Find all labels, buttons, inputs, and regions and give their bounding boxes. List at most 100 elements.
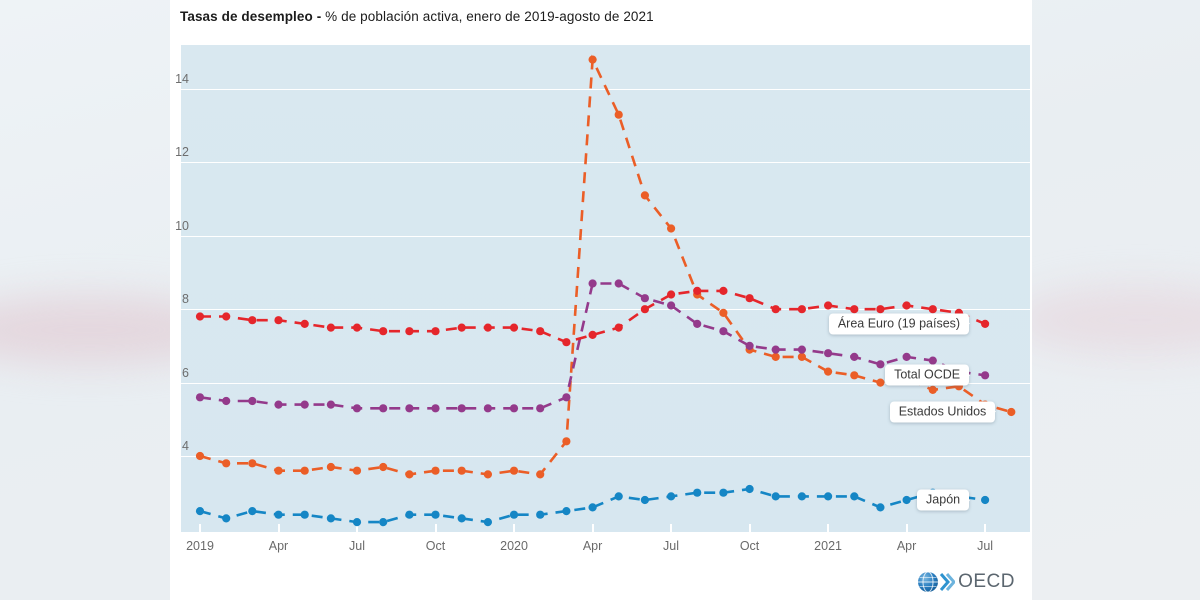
data-point [222,514,231,523]
data-point [248,459,257,468]
data-point [509,323,519,332]
x-axis-tick [827,524,830,532]
data-point [588,503,597,512]
data-point [379,327,388,336]
data-point [902,495,911,505]
data-point [352,518,362,527]
y-axis-label: 12 [175,145,189,160]
data-point [457,466,466,475]
data-point [640,191,649,200]
data-point [797,492,807,501]
data-point [614,110,623,119]
data-point [771,352,780,361]
data-point [719,327,728,336]
data-point [876,378,885,387]
data-point [431,510,440,519]
chart-title: Tasas de desempleo - % de población acti… [180,9,654,24]
data-point [614,492,623,501]
data-point [640,305,649,314]
data-point [431,466,440,475]
series-line [199,54,1012,476]
data-point [667,224,676,233]
chart-card: Tasas de desempleo - % de población acti… [170,0,1032,600]
data-point [222,396,231,406]
x-axis-tick [591,524,594,532]
x-axis-tick [670,524,673,532]
oecd-chevrons-icon [939,573,956,591]
data-point [195,507,205,516]
data-point [457,514,466,523]
data-point [693,319,702,328]
data-point [405,510,414,519]
series-callout-label: Área Euro (19 países) [828,313,970,335]
oecd-wordmark: OECD [958,571,1015,592]
oecd-globe-icon [918,571,939,593]
data-point [509,404,519,413]
data-point [693,488,702,497]
x-axis-label: 2021 [814,539,842,553]
data-point [248,507,257,516]
x-axis-label: 2020 [500,539,528,553]
series-callout-label: Estados Unidos [889,401,996,423]
data-point [274,316,283,325]
data-point [850,371,859,380]
data-point [405,327,414,336]
data-point [195,451,205,461]
plot-area: 14 12 10 8 6 4 Estados Unidos Total OCDE Área Eu… [175,45,1030,532]
data-point [797,352,807,361]
x-axis-label: Jul [663,539,680,553]
data-point [876,503,885,512]
x-axis-label: Apr [582,539,603,553]
data-point [405,404,414,413]
data-point [483,518,492,527]
data-point [483,404,492,413]
data-point [431,327,440,336]
data-point [902,352,911,361]
data-point [274,466,283,475]
x-axis-label: Oct [425,539,446,553]
data-point [928,356,937,365]
data-point [797,305,807,314]
data-point [981,495,990,505]
data-point [326,400,335,409]
data-point [928,385,937,394]
data-point [352,323,362,332]
data-point [771,305,780,314]
data-point [824,349,833,358]
x-axis-label: Apr [268,539,289,553]
y-axis-label: 6 [182,365,189,380]
data-point [562,393,571,402]
data-point [640,294,649,303]
data-point [405,470,414,479]
data-point [719,286,728,295]
data-point [850,492,859,501]
oecd-logo: OECD [917,571,1015,593]
data-point [536,470,545,479]
data-point [588,279,597,288]
data-point [379,518,388,527]
y-axis-label: 10 [175,218,189,233]
data-point [300,319,309,328]
x-axis-tick [905,524,908,532]
x-axis-tick [748,524,751,532]
data-point [824,301,833,310]
data-point [326,462,335,472]
x-axis-tick [356,524,359,532]
gridline [181,456,1030,457]
data-point [981,319,990,328]
data-point [876,360,885,369]
data-point [981,371,990,380]
gridline [181,309,1030,311]
data-point [850,352,859,361]
data-point [352,404,362,413]
data-point [745,484,754,494]
data-point [483,323,492,332]
x-axis-tick [199,524,201,532]
data-point [222,312,231,321]
data-point [195,393,205,402]
y-axis-label: 14 [175,72,189,86]
x-axis-label: Oct [739,539,760,553]
gridline [181,162,1030,164]
data-point [614,323,623,332]
data-point [928,305,937,314]
